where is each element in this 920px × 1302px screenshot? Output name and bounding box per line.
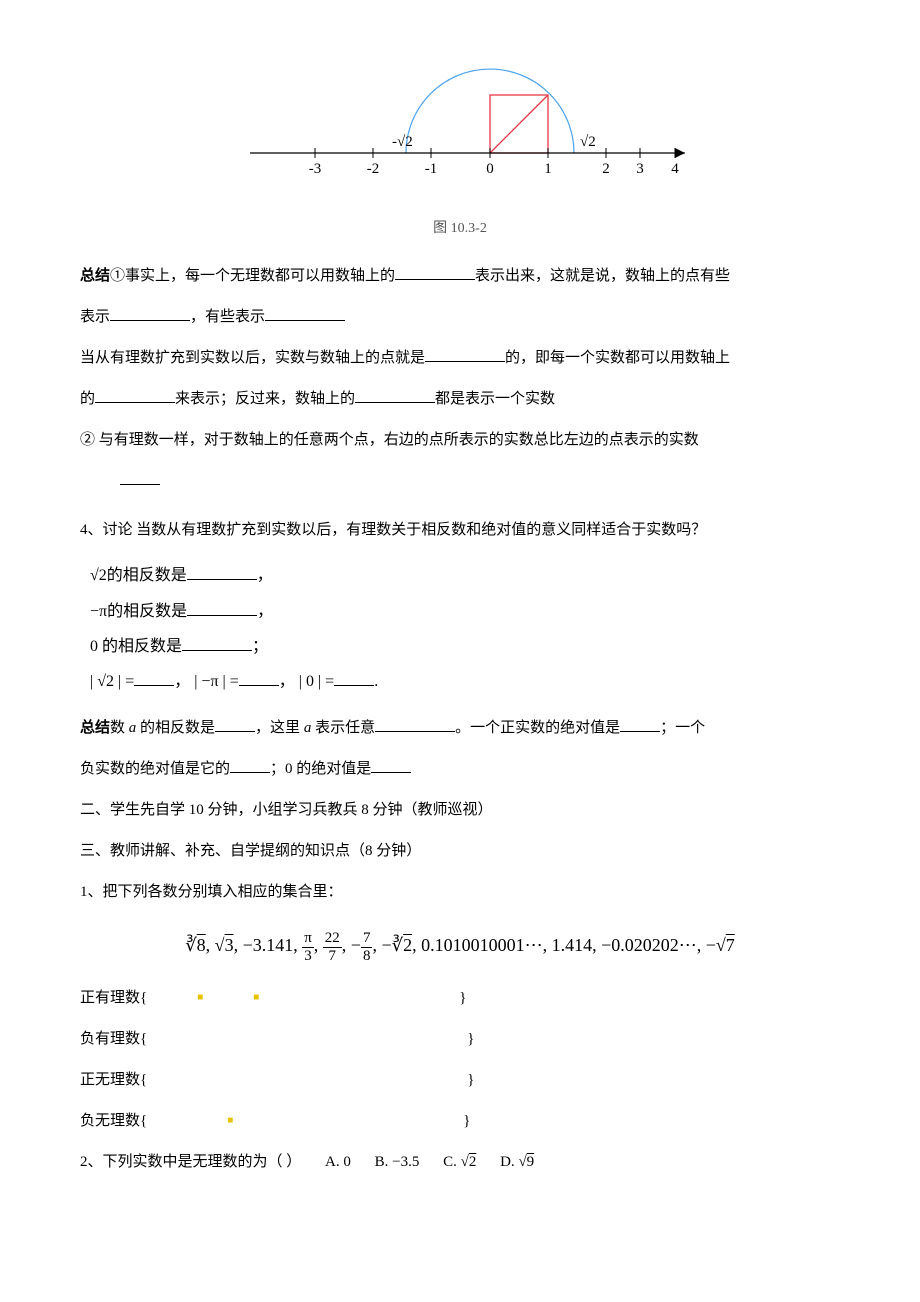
summary-prefix: 总结 <box>80 268 110 284</box>
svg-text:-2: -2 <box>367 161 380 177</box>
number-list: ∛8, √3, −3.141, π3, 227, −78, −∛2, 0.101… <box>80 922 840 969</box>
svg-text:-3: -3 <box>309 161 322 177</box>
math-line4: | √2 | =， | −π | =， | 0 | =. <box>90 664 840 699</box>
exercise-1: 1、把下列各数分别填入相应的集合里： <box>80 873 840 912</box>
dot-icon: ■ <box>253 985 259 1011</box>
number-line-figure: -3 -2 -1 0 1 2 3 4 -√2 √2 <box>220 60 700 200</box>
svg-text:-1: -1 <box>425 161 438 177</box>
blank <box>110 306 190 321</box>
figure-container: -3 -2 -1 0 1 2 3 4 -√2 √2 图 10.3-2 <box>80 60 840 247</box>
math-opposites: √2的相反数是， −π的相反数是， 0 的相反数是； | √2 | =， | −… <box>90 558 840 699</box>
summary-2-line1: 总结数 a 的相反数是，这里 a 表示任意。一个正实数的绝对值是；一个 <box>80 709 840 748</box>
math-line2: −π的相反数是， <box>90 594 840 629</box>
blank <box>355 388 435 403</box>
blank <box>265 306 345 321</box>
summary-1-line3: 当从有理数扩充到实数以后，实数与数轴上的点就是的，即每一个实数都可以用数轴上 <box>80 339 840 378</box>
summary-2-line2: 负实数的绝对值是它的；0 的绝对值是 <box>80 750 840 789</box>
set-negative-irrational: 负无理数{■} <box>80 1102 840 1141</box>
figure-caption: 图 10.3-2 <box>80 211 840 247</box>
svg-text:-√2: -√2 <box>392 134 413 150</box>
section-2: 二、学生先自学 10 分钟，小组学习兵教兵 8 分钟（教师巡视） <box>80 791 840 830</box>
summary-1-line1: 总结①事实上，每一个无理数都可以用数轴上的表示出来，这就是说，数轴上的点有些 <box>80 257 840 296</box>
blank <box>395 265 475 280</box>
summary-1-line4: 的来表示；反过来，数轴上的都是表示一个实数 <box>80 380 840 419</box>
set-negative-rational: 负有理数{} <box>80 1020 840 1059</box>
point-2-blank <box>120 462 840 501</box>
svg-text:√2: √2 <box>580 134 596 150</box>
svg-text:3: 3 <box>636 161 644 177</box>
svg-text:2: 2 <box>602 161 610 177</box>
exercise-2: 2、下列实数中是无理数的为（ ） A. 0 B. −3.5 C. √2 D. √… <box>80 1143 840 1182</box>
question-4: 4、讨论 当数从有理数扩充到实数以后，有理数关于相反数和绝对值的意义同样适合于实… <box>80 511 840 550</box>
dot-icon: ■ <box>197 985 203 1011</box>
blank <box>120 470 160 485</box>
svg-text:4: 4 <box>671 161 679 177</box>
blank <box>95 388 175 403</box>
math-line1: √2的相反数是， <box>90 558 840 593</box>
svg-text:0: 0 <box>486 161 494 177</box>
dot-icon: ■ <box>227 1108 233 1134</box>
section-3: 三、教师讲解、补充、自学提纲的知识点（8 分钟） <box>80 832 840 871</box>
point-2: ② 与有理数一样，对于数轴上的任意两个点，右边的点所表示的实数总比左边的点表示的… <box>80 421 840 460</box>
summary-1-line2: 表示，有些表示 <box>80 298 840 337</box>
set-positive-rational: 正有理数{■■} <box>80 979 840 1018</box>
blank <box>425 347 505 362</box>
set-positive-irrational: 正无理数{} <box>80 1061 840 1100</box>
math-line3: 0 的相反数是； <box>90 629 840 664</box>
svg-text:1: 1 <box>544 161 552 177</box>
